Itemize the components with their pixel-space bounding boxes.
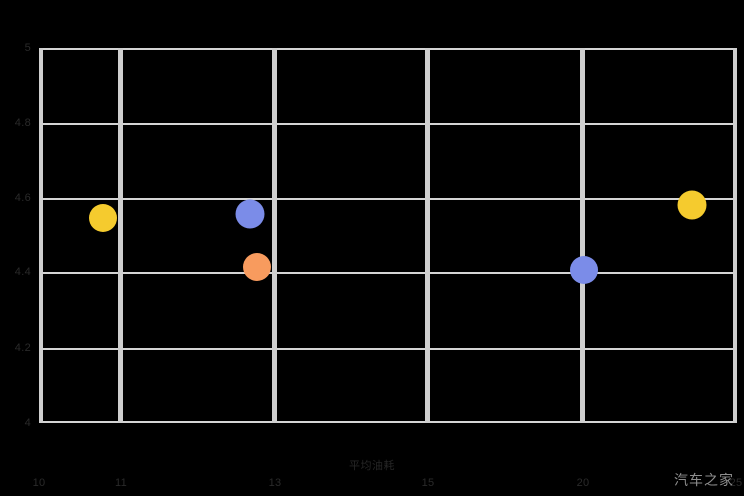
x-tick-label: 10	[32, 477, 46, 489]
x-tick-label: 20	[576, 477, 590, 489]
x-axis-title: 平均油耗	[349, 460, 395, 472]
gridline-horizontal	[39, 48, 737, 50]
gridline-horizontal	[39, 421, 737, 423]
gridline-horizontal	[39, 348, 737, 350]
gridline-vertical	[272, 48, 277, 423]
gridline-vertical	[39, 48, 43, 423]
y-tick-label: 5	[24, 42, 31, 54]
data-point[interactable]	[89, 204, 117, 232]
x-tick-label: 25	[729, 477, 743, 489]
x-tick-label: 15	[421, 477, 435, 489]
gridline-horizontal	[39, 198, 737, 200]
x-tick-label: 11	[114, 477, 128, 489]
y-tick-label: 4.2	[14, 342, 31, 354]
y-tick-label: 4.8	[14, 117, 31, 129]
y-tick-label: 4.6	[14, 192, 31, 204]
data-point[interactable]	[570, 256, 598, 284]
watermark: 汽车之家	[674, 473, 734, 489]
gridline-horizontal	[39, 123, 737, 125]
data-point[interactable]	[243, 253, 271, 281]
gridline-horizontal	[39, 272, 737, 274]
gridline-vertical	[118, 48, 123, 423]
data-point[interactable]	[235, 199, 265, 229]
gridline-vertical	[580, 48, 585, 423]
data-point[interactable]	[677, 190, 707, 220]
gridline-vertical	[733, 48, 737, 423]
y-tick-label: 4.4	[14, 266, 31, 278]
x-tick-label: 13	[268, 477, 282, 489]
y-tick-label: 4	[24, 417, 31, 429]
gridline-vertical	[425, 48, 430, 423]
plot-area: 5 4.8 4.6 4.4 4.2 4 10 11 13 15 20 25	[15, 42, 742, 489]
